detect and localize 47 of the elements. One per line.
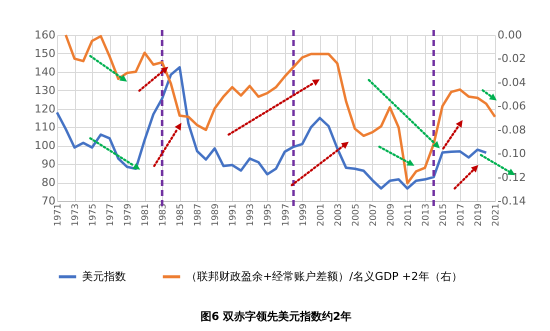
- y-tick-label: 90: [42, 158, 56, 171]
- x-tick-label: 2011: [404, 204, 414, 226]
- y-tick-label: 70: [42, 194, 56, 208]
- x-tick-label: 2013: [421, 204, 432, 226]
- x-tick-label: 1981: [141, 204, 152, 226]
- x-tick-label: 1997: [281, 204, 292, 226]
- y-tick-label: 140: [34, 65, 56, 78]
- y2-tick-label: -0.12: [498, 170, 526, 184]
- y2-tick-label: -0.06: [498, 100, 526, 113]
- x-tick-label: 2003: [334, 204, 344, 226]
- text: 图6 双赤字领先美元指数约2年: [200, 310, 352, 323]
- x-tick-label: 1999: [298, 203, 309, 226]
- y2-tick-label: -0.02: [498, 52, 526, 66]
- x-tick-label: 1995: [264, 204, 274, 226]
- y-tick-label: 120: [34, 102, 56, 116]
- y-tick-label: 100: [34, 139, 56, 152]
- y-tick-label: 130: [34, 84, 56, 97]
- x-tick-label: 2015: [438, 204, 449, 226]
- x-tick-label: 1979: [124, 203, 134, 226]
- legend-label: 美元指数: [82, 270, 126, 283]
- y-tick-label: 160: [34, 28, 56, 42]
- x-tick-label: 2009: [386, 203, 396, 226]
- x-tick-label: 2007: [368, 204, 379, 226]
- line-series: [64, 34, 496, 184]
- x-tick-label: 1983: [158, 204, 169, 226]
- y2-tick-label: -0.08: [498, 123, 526, 136]
- x-tick-label: 1975: [88, 204, 99, 226]
- y-tick-label: 110: [34, 120, 56, 134]
- legend-label: （联邦财政盈余+经常账户差额）/名义GDP +2年（右）: [186, 270, 462, 283]
- x-tick-label: 2001: [316, 204, 326, 226]
- x-tick-label: 1973: [71, 204, 82, 226]
- x-tick-label: 2019: [474, 203, 484, 226]
- x-tick-label: 2005: [351, 204, 362, 226]
- y-tick-label: 150: [34, 46, 56, 60]
- y2-tick-label: -0.10: [498, 147, 526, 160]
- y2-tick-label: -0.04: [498, 76, 526, 89]
- x-tick-label: 1977: [106, 204, 116, 226]
- y-tick-label: 80: [42, 176, 56, 190]
- line-series: [56, 66, 488, 190]
- x-tick-label: 1991: [228, 204, 239, 226]
- x-tick-label: 1987: [194, 204, 204, 226]
- x-tick-label: 1993: [246, 204, 256, 226]
- x-tick-label: 1985: [176, 204, 186, 226]
- x-tick-label: 1971: [54, 204, 64, 226]
- x-tick-label: 2017: [456, 204, 466, 226]
- y2-tick-label: 0.00: [498, 28, 522, 42]
- x-tick-label: 1989: [211, 203, 222, 226]
